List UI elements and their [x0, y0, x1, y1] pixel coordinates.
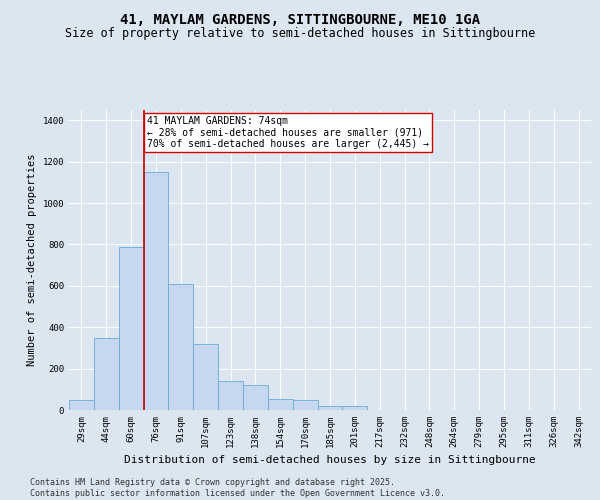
Bar: [293, 400, 317, 410]
Bar: [119, 246, 143, 410]
Text: 41 MAYLAM GARDENS: 74sqm
← 28% of semi-detached houses are smaller (971)
70% of : 41 MAYLAM GARDENS: 74sqm ← 28% of semi-d…: [148, 116, 430, 150]
Bar: [343, 406, 367, 410]
Bar: [143, 172, 169, 410]
Bar: [218, 381, 243, 410]
Y-axis label: Number of semi-detached properties: Number of semi-detached properties: [27, 154, 37, 366]
Bar: [94, 338, 119, 410]
Bar: [243, 385, 268, 410]
Bar: [169, 284, 193, 410]
Bar: [268, 398, 293, 410]
Text: 41, MAYLAM GARDENS, SITTINGBOURNE, ME10 1GA: 41, MAYLAM GARDENS, SITTINGBOURNE, ME10 …: [120, 12, 480, 26]
X-axis label: Distribution of semi-detached houses by size in Sittingbourne: Distribution of semi-detached houses by …: [124, 456, 536, 466]
Text: Size of property relative to semi-detached houses in Sittingbourne: Size of property relative to semi-detach…: [65, 28, 535, 40]
Bar: [317, 406, 343, 410]
Text: Contains HM Land Registry data © Crown copyright and database right 2025.
Contai: Contains HM Land Registry data © Crown c…: [30, 478, 445, 498]
Bar: [69, 400, 94, 410]
Bar: [193, 344, 218, 410]
